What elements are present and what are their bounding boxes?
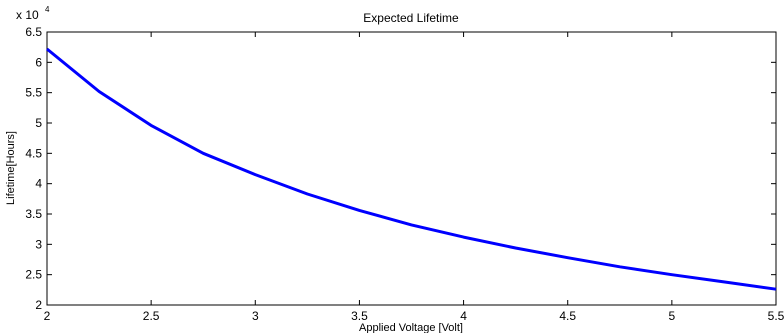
y-tick-label: 4 bbox=[35, 177, 42, 191]
x-tick-label: 3.5 bbox=[351, 309, 368, 323]
series-line-0 bbox=[46, 47, 777, 291]
x-tick-label: 4.5 bbox=[559, 309, 576, 323]
x-tick-label: 5.5 bbox=[768, 309, 784, 323]
y-tick-label: 2.5 bbox=[25, 268, 42, 282]
x-tick-label: 2.5 bbox=[143, 309, 160, 323]
y-multiplier-exponent: 4 bbox=[45, 5, 50, 14]
series-layer bbox=[46, 47, 777, 291]
x-tick-label: 5 bbox=[669, 309, 676, 323]
y-tick-label: 6 bbox=[35, 55, 42, 69]
y-tick-label: 6.5 bbox=[25, 25, 42, 39]
y-axis-label: Lifetime[Hours] bbox=[5, 131, 17, 205]
y-tick-label: 3.5 bbox=[25, 207, 42, 221]
y-tick-label: 4.5 bbox=[25, 146, 42, 160]
x-tick-label: 3 bbox=[252, 309, 259, 323]
x-axis-ticks: 2 2.5 3 3.5 4 4.5 5 5.5 bbox=[44, 32, 784, 323]
y-tick-label: 5.5 bbox=[25, 86, 42, 100]
y-tick-label: 3 bbox=[35, 237, 42, 251]
x-tick-label: 2 bbox=[44, 309, 51, 323]
x-tick-label: 4 bbox=[460, 309, 467, 323]
plot-area bbox=[46, 31, 777, 306]
y-tick-label: 5 bbox=[35, 116, 42, 130]
y-tick-label: 2 bbox=[35, 298, 42, 312]
x-axis-label: Applied Voltage [Volt] bbox=[359, 322, 463, 333]
chart-title: Expected Lifetime bbox=[363, 11, 459, 25]
y-multiplier-base: x 10 bbox=[16, 8, 39, 22]
y-axis-ticks: 2 2.5 3 3.5 4 4.5 5 5.5 6 6.5 bbox=[25, 25, 776, 312]
